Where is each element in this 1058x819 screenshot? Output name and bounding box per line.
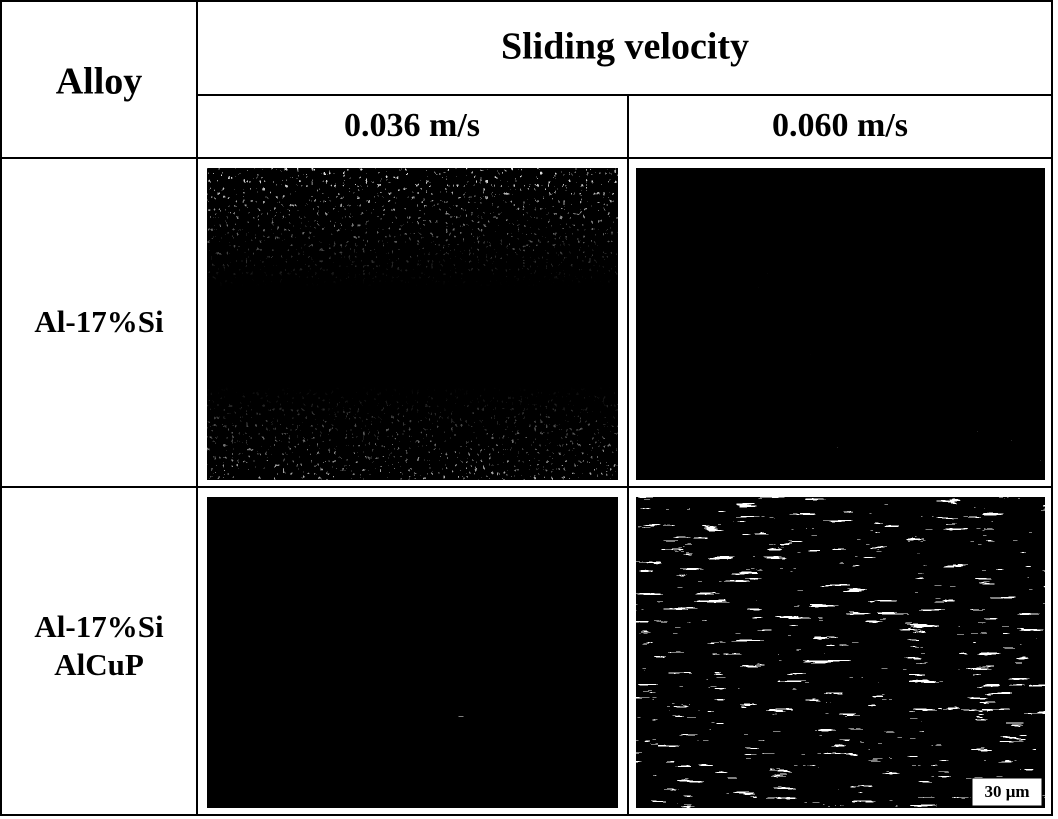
- figure-table: Alloy Sliding velocity 0.036 m/s 0.060 m…: [0, 0, 1058, 819]
- column-header: 0.036 m/s: [344, 107, 480, 144]
- row-label: Al-17%Si: [34, 304, 164, 339]
- scale-bar-label: 30 μm: [984, 782, 1029, 801]
- page: Alloy Sliding velocity 0.036 m/s 0.060 m…: [0, 0, 1058, 819]
- micrograph: [636, 168, 1045, 480]
- header-group: Sliding velocity: [501, 26, 749, 68]
- micrograph: [207, 168, 618, 480]
- column-header: 0.060 m/s: [772, 107, 908, 144]
- micrograph: 30 μm: [636, 497, 1045, 808]
- micrograph: [207, 497, 618, 808]
- row-label: Al-17%Si: [34, 609, 164, 644]
- row-label: AlCuP: [54, 647, 144, 682]
- header-row-label: Alloy: [56, 61, 143, 103]
